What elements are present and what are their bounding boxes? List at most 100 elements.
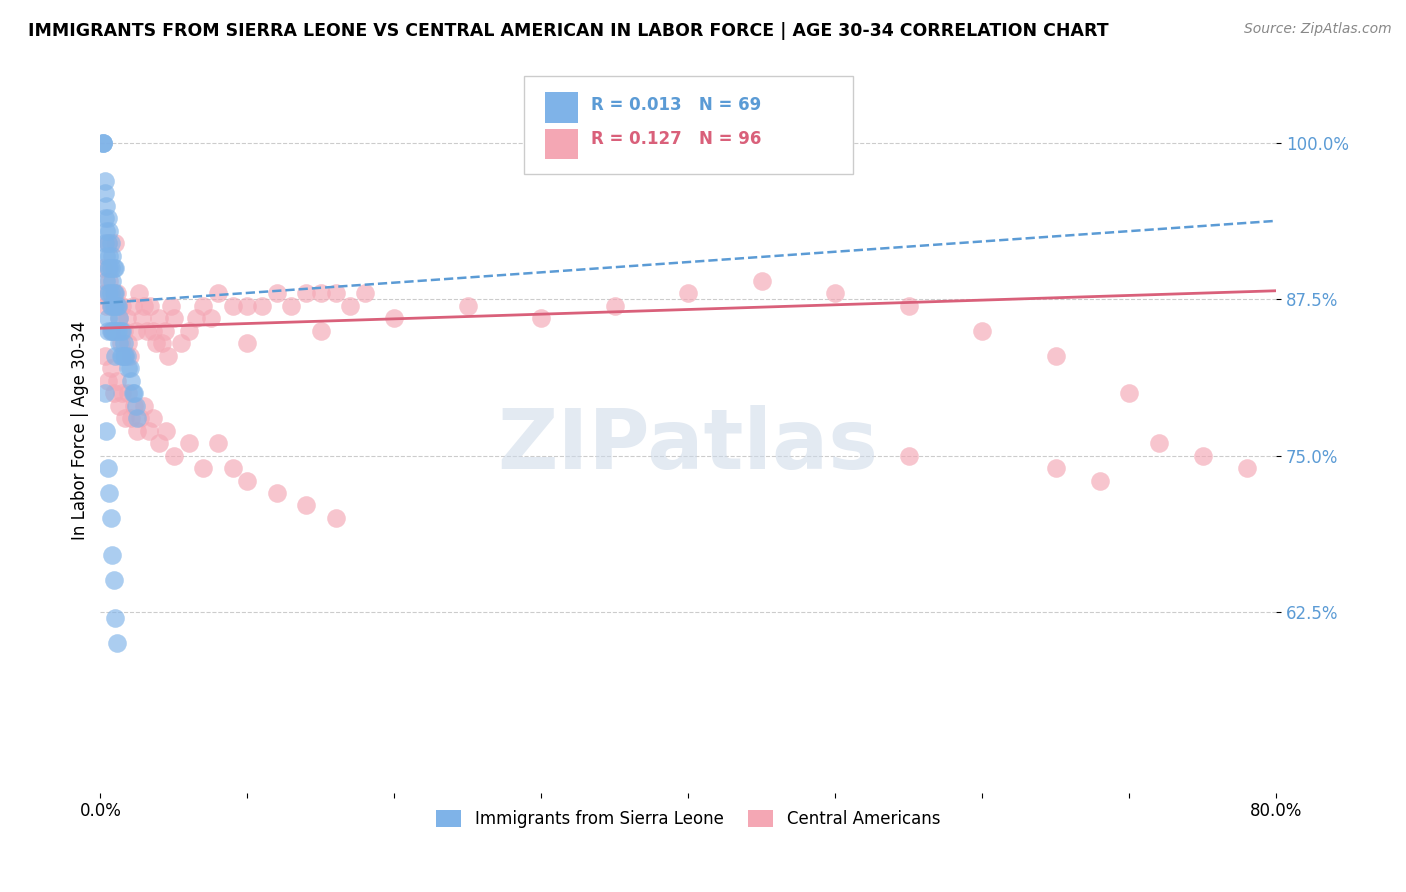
Point — [1147, 436, 1170, 450]
Point — [103, 286, 125, 301]
Point — [105, 636, 128, 650]
Point — [98, 286, 121, 301]
Point — [101, 324, 124, 338]
Point — [138, 424, 160, 438]
Point — [295, 286, 318, 301]
Point — [121, 386, 143, 401]
Point — [100, 361, 122, 376]
Point — [117, 336, 139, 351]
Point — [117, 361, 139, 376]
Point — [170, 336, 193, 351]
Point — [112, 324, 135, 338]
Point — [134, 399, 156, 413]
Point — [236, 336, 259, 351]
Point — [101, 249, 124, 263]
Point — [97, 374, 120, 388]
Point — [97, 261, 120, 276]
Point — [131, 311, 153, 326]
Point — [101, 549, 124, 563]
Point — [91, 136, 114, 151]
Point — [824, 286, 846, 301]
Point — [1088, 474, 1111, 488]
Point — [94, 186, 117, 201]
Point — [1236, 461, 1258, 475]
Point — [115, 311, 138, 326]
Point — [150, 336, 173, 351]
Point — [309, 286, 332, 301]
Point — [108, 311, 131, 326]
Point — [112, 336, 135, 351]
Point — [98, 224, 121, 238]
Point — [101, 324, 124, 338]
Point — [107, 299, 129, 313]
Point — [1045, 349, 1067, 363]
Point — [139, 299, 162, 313]
Point — [457, 299, 479, 313]
Point — [266, 286, 288, 301]
Point — [91, 136, 114, 151]
Point — [207, 286, 229, 301]
Point — [897, 299, 920, 313]
Point — [91, 136, 114, 151]
Point — [114, 411, 136, 425]
Point — [148, 311, 170, 326]
Point — [104, 611, 127, 625]
Point — [200, 311, 222, 326]
Point — [118, 361, 141, 376]
Point — [142, 411, 165, 425]
Point — [97, 236, 120, 251]
Point — [105, 374, 128, 388]
Point — [103, 574, 125, 588]
Point — [155, 424, 177, 438]
Point — [530, 311, 553, 326]
Point — [103, 261, 125, 276]
Point — [280, 299, 302, 313]
Point — [94, 211, 117, 226]
Point — [236, 474, 259, 488]
Point — [193, 461, 215, 475]
Point — [1045, 461, 1067, 475]
Point — [339, 299, 361, 313]
Point — [94, 349, 117, 363]
Point — [120, 374, 142, 388]
Point — [94, 286, 117, 301]
FancyBboxPatch shape — [544, 93, 578, 123]
Point — [96, 299, 118, 313]
Point — [94, 174, 117, 188]
Text: R = 0.013   N = 69: R = 0.013 N = 69 — [591, 96, 761, 114]
Point — [96, 274, 118, 288]
Point — [148, 436, 170, 450]
Point — [221, 299, 243, 313]
Point — [177, 324, 200, 338]
Point — [107, 324, 129, 338]
Point — [97, 211, 120, 226]
Point — [97, 236, 120, 251]
Point — [207, 436, 229, 450]
Point — [153, 324, 176, 338]
Point — [104, 286, 127, 301]
Point — [676, 286, 699, 301]
Point — [112, 349, 135, 363]
Point — [145, 336, 167, 351]
Point — [110, 324, 132, 338]
Point — [111, 324, 134, 338]
Point — [108, 311, 131, 326]
Point — [295, 499, 318, 513]
Point — [98, 261, 121, 276]
Point — [103, 324, 125, 338]
Point — [107, 299, 129, 313]
Point — [309, 324, 332, 338]
Point — [111, 299, 134, 313]
Point — [1191, 449, 1213, 463]
Point — [160, 299, 183, 313]
Point — [325, 511, 347, 525]
Point — [111, 386, 134, 401]
Point — [100, 324, 122, 338]
Text: ZIPatlas: ZIPatlas — [498, 405, 879, 485]
Y-axis label: In Labor Force | Age 30-34: In Labor Force | Age 30-34 — [72, 321, 89, 541]
Point — [124, 324, 146, 338]
Point — [184, 311, 207, 326]
Point — [98, 274, 121, 288]
Point — [108, 399, 131, 413]
Point — [127, 424, 149, 438]
